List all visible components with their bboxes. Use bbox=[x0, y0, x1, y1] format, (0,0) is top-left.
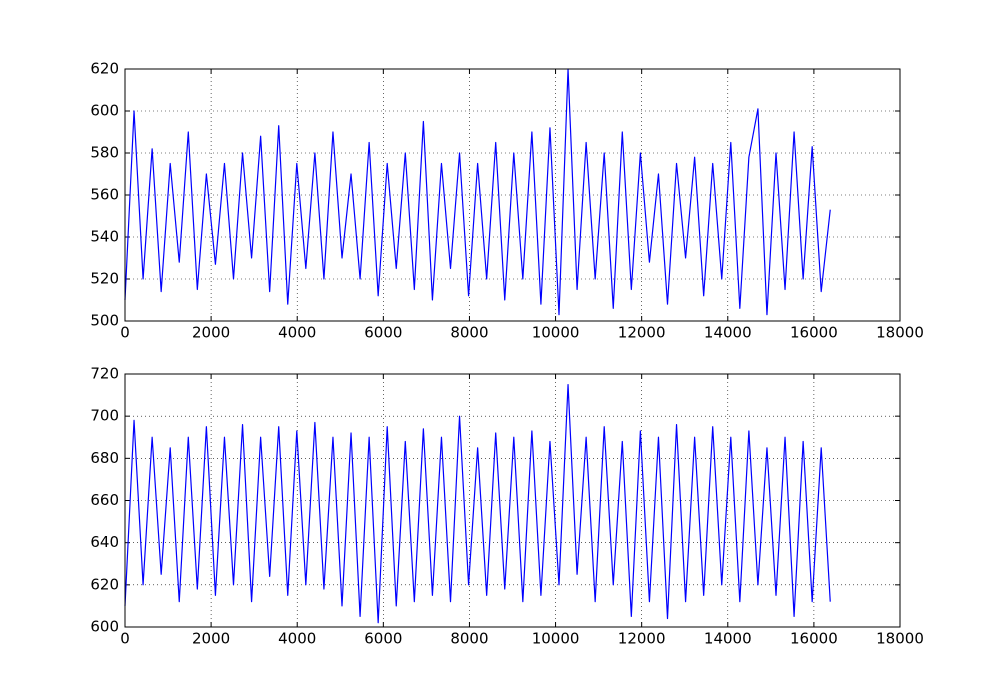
axes-frame bbox=[124, 68, 901, 322]
x-tick-label: 6000 bbox=[364, 630, 402, 648]
x-tick-label: 4000 bbox=[278, 630, 316, 648]
y-tick-label: 560 bbox=[90, 186, 119, 204]
y-tick-label: 600 bbox=[90, 102, 119, 120]
x-tick-label: 16000 bbox=[790, 630, 838, 648]
x-tick-label: 2000 bbox=[192, 324, 230, 342]
x-tick-label: 14000 bbox=[704, 630, 752, 648]
y-tick-label: 620 bbox=[90, 575, 119, 593]
x-tick-label: 6000 bbox=[364, 324, 402, 342]
y-tick-label: 540 bbox=[90, 228, 119, 246]
y-tick-label: 680 bbox=[90, 449, 119, 467]
y-tick-label: 720 bbox=[90, 365, 119, 383]
y-tick-label: 600 bbox=[90, 618, 119, 636]
x-tick-label: 2000 bbox=[192, 630, 230, 648]
y-tick-label: 660 bbox=[90, 491, 119, 509]
x-tick-label: 0 bbox=[120, 324, 130, 342]
x-tick-label: 8000 bbox=[450, 630, 488, 648]
x-tick-label: 4000 bbox=[278, 324, 316, 342]
x-tick-label: 18000 bbox=[876, 630, 924, 648]
x-tick-label: 10000 bbox=[532, 324, 580, 342]
y-tick-label: 520 bbox=[90, 270, 119, 288]
x-tick-label: 10000 bbox=[532, 630, 580, 648]
x-tick-label: 0 bbox=[120, 630, 130, 648]
axes-frame bbox=[124, 373, 901, 628]
series-line bbox=[124, 68, 831, 316]
x-tick-label: 12000 bbox=[618, 324, 666, 342]
x-tick-label: 16000 bbox=[790, 324, 838, 342]
y-tick-label: 620 bbox=[90, 60, 119, 78]
y-tick-label: 500 bbox=[90, 312, 119, 330]
y-tick-label: 700 bbox=[90, 407, 119, 425]
y-tick-label: 640 bbox=[90, 533, 119, 551]
y-tick-label: 580 bbox=[90, 144, 119, 162]
x-tick-label: 12000 bbox=[618, 630, 666, 648]
x-tick-label: 18000 bbox=[876, 324, 924, 342]
series-line bbox=[124, 383, 831, 624]
x-tick-label: 8000 bbox=[450, 324, 488, 342]
x-tick-label: 14000 bbox=[704, 324, 752, 342]
